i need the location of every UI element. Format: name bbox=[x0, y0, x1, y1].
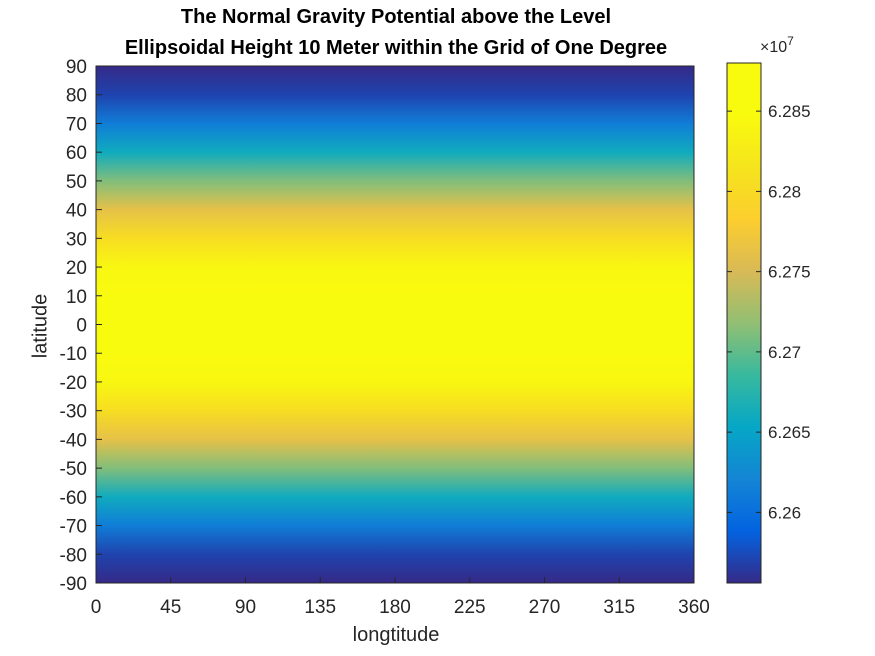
x-tick-label: 180 bbox=[379, 597, 411, 618]
x-tick-label: 135 bbox=[304, 597, 336, 618]
x-tick-label: 90 bbox=[235, 597, 256, 618]
colorbar-tick-label: 6.265 bbox=[768, 423, 811, 442]
y-axis-label: latitude bbox=[29, 293, 52, 359]
y-tick-label: -10 bbox=[60, 344, 87, 365]
y-tick-label: 90 bbox=[66, 57, 87, 78]
y-tick-label: -90 bbox=[60, 574, 87, 595]
y-tick-label: -80 bbox=[60, 545, 87, 566]
x-tick-label: 0 bbox=[91, 597, 102, 618]
x-axis-label: longtitude bbox=[352, 624, 440, 646]
x-tick-label: 360 bbox=[678, 597, 710, 618]
y-tick-label: -60 bbox=[60, 488, 87, 509]
x-axis: 0 45 90 135 180 225 270 315 360 bbox=[91, 577, 710, 618]
colorbar-multiplier-base: ×10 bbox=[760, 39, 787, 56]
y-tick-label: 40 bbox=[66, 201, 87, 222]
y-tick-label: 0 bbox=[76, 316, 87, 337]
y-tick-label: -40 bbox=[60, 430, 87, 451]
x-tick-label: 45 bbox=[160, 597, 181, 618]
colorbar-tick-label: 6.28 bbox=[768, 182, 801, 201]
colorbar-multiplier-exponent: 7 bbox=[787, 34, 794, 48]
y-tick-label: 10 bbox=[66, 287, 87, 308]
y-tick-label: -70 bbox=[60, 517, 87, 538]
chart-title-line-2: Ellipsoidal Height 10 Meter within the G… bbox=[124, 37, 668, 59]
y-tick-label: 60 bbox=[66, 143, 87, 164]
y-tick-label: 50 bbox=[66, 172, 87, 193]
y-tick-label: -30 bbox=[60, 402, 87, 423]
colorbar-multiplier: ×107 bbox=[760, 34, 794, 56]
colorbar-tick-label: 6.275 bbox=[768, 263, 811, 282]
y-axis: 90 80 70 60 50 40 30 20 10 0 -10 -20 -30 -40 -50 -60 -70… bbox=[60, 57, 102, 595]
heatmap-field bbox=[96, 66, 694, 583]
y-tick-label: 80 bbox=[66, 86, 87, 107]
y-tick-label: -50 bbox=[60, 459, 87, 480]
colorbar-tick-label: 6.26 bbox=[768, 503, 801, 522]
x-tick-label: 315 bbox=[603, 597, 635, 618]
colorbar-frame bbox=[726, 62, 762, 584]
colorbar-tick-label: 6.27 bbox=[768, 343, 801, 362]
x-tick-label: 270 bbox=[529, 597, 561, 618]
colorbar bbox=[727, 63, 761, 583]
y-tick-label: 20 bbox=[66, 258, 87, 279]
y-tick-label: 30 bbox=[66, 229, 87, 250]
y-tick-label: -20 bbox=[60, 373, 87, 394]
y-tick-label: 70 bbox=[66, 114, 87, 135]
x-tick-label: 225 bbox=[454, 597, 486, 618]
chart-title-line-1: The Normal Gravity Potential above the L… bbox=[180, 6, 612, 28]
colorbar-axis: 6.26 6.265 6.27 6.275 6.28 6.285 bbox=[727, 102, 811, 522]
colorbar-tick-label: 6.285 bbox=[768, 102, 811, 121]
